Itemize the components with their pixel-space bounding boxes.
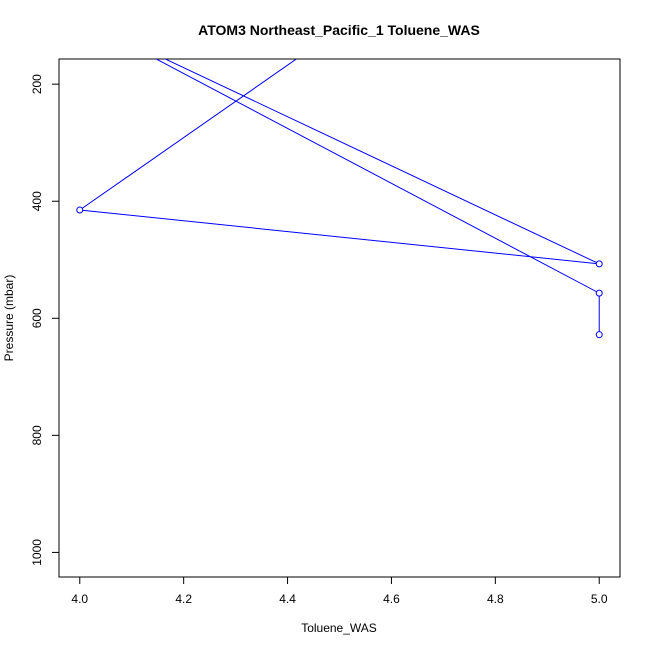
data-point bbox=[595, 260, 603, 268]
y-axis: 200 400 600 800 1000 bbox=[30, 74, 60, 566]
x-tick-label: 4.2 bbox=[175, 592, 192, 606]
y-tick-label: 600 bbox=[30, 308, 44, 328]
x-tick-label: 4.4 bbox=[279, 592, 296, 606]
x-tick-label: 4.8 bbox=[487, 592, 504, 606]
plot-frame bbox=[58, 58, 621, 578]
marker-layer bbox=[76, 16, 603, 339]
x-axis: 4.0 4.2 4.4 4.6 4.8 5.0 bbox=[71, 576, 608, 606]
x-tick-label: 5.0 bbox=[591, 592, 608, 606]
y-axis-label: Pressure (mbar) bbox=[2, 275, 16, 362]
data-point bbox=[595, 331, 603, 339]
y-tick-label: 800 bbox=[30, 425, 44, 445]
y-tick-label: 1000 bbox=[30, 539, 44, 566]
x-axis-label: Toluene_WAS bbox=[301, 621, 377, 635]
data-point bbox=[77, 16, 83, 22]
series-line bbox=[78, 59, 600, 335]
data-point bbox=[76, 206, 84, 214]
x-tick-label: 4.0 bbox=[71, 592, 88, 606]
y-tick-label: 400 bbox=[30, 191, 44, 211]
y-tick-label: 200 bbox=[30, 74, 44, 94]
series-layer bbox=[78, 59, 600, 335]
x-tick-label: 4.6 bbox=[383, 592, 400, 606]
chart-title: ATOM3 Northeast_Pacific_1 Toluene_WAS bbox=[198, 22, 480, 38]
data-point bbox=[595, 289, 603, 297]
